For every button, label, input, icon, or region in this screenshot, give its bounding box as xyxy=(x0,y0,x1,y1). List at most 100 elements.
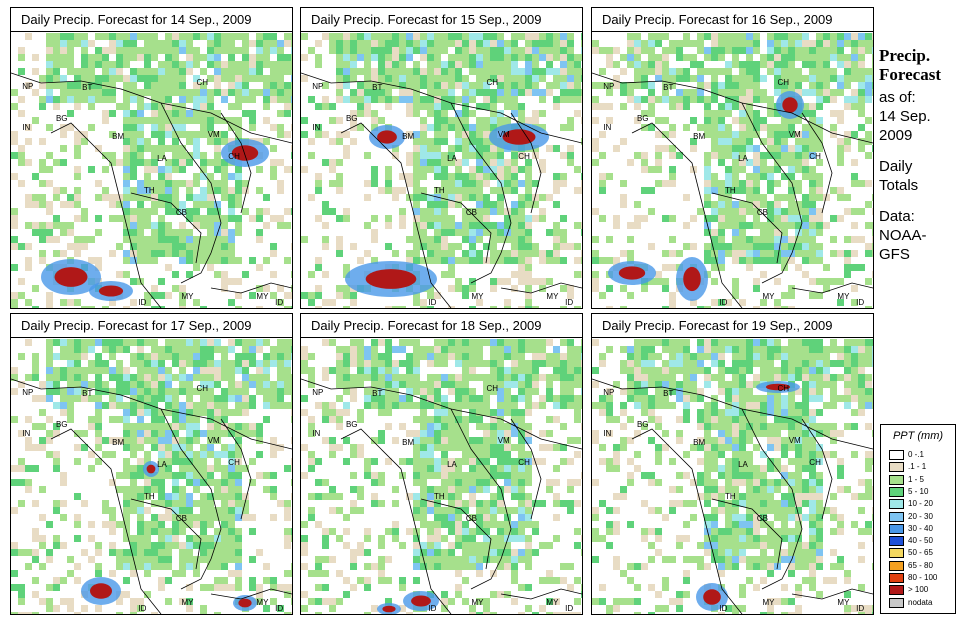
legend-swatch xyxy=(889,548,904,559)
country-label: BG xyxy=(346,114,358,123)
legend-label: 10 - 20 xyxy=(908,499,933,509)
legend-swatch xyxy=(889,597,904,608)
country-label: BT xyxy=(82,83,92,92)
country-label: MY xyxy=(762,598,775,607)
country-label: ID xyxy=(138,298,146,307)
country-label: MY xyxy=(181,292,194,301)
country-label: LA xyxy=(738,154,748,163)
country-label: BM xyxy=(693,438,705,447)
country-label: CH xyxy=(196,384,208,393)
country-label: VM xyxy=(208,130,220,139)
country-label: MY xyxy=(256,598,269,607)
legend-label: 65 - 80 xyxy=(908,560,933,570)
country-label: NP xyxy=(22,388,33,397)
forecast-panel-2: Daily Precip. Forecast for 15 Sep., 2009… xyxy=(300,7,583,309)
data-line3: GFS xyxy=(879,246,910,263)
legend-swatch xyxy=(889,511,904,522)
country-label: TH xyxy=(725,186,736,195)
country-label: BT xyxy=(663,389,673,398)
map-canvas: NP BT IN BG BM CH VM LA TH CB CH MY ID MY ID xyxy=(592,339,873,614)
precip-map: NP BT IN BG BM CH VM LA TH CB CH MY ID MY ID xyxy=(11,339,292,614)
legend-label: 5 - 10 xyxy=(908,486,929,496)
data-line1: Data: xyxy=(879,208,915,225)
country-label: MY xyxy=(837,598,850,607)
legend-swatch xyxy=(889,450,904,460)
country-label: VM xyxy=(789,130,801,139)
legend-item: > 100 xyxy=(889,584,955,596)
country-label: IN xyxy=(603,123,611,132)
country-label: BT xyxy=(372,389,382,398)
legend-item: 65 - 80 xyxy=(889,560,955,571)
country-label: BG xyxy=(637,420,649,429)
country-label: TH xyxy=(434,492,445,501)
legend-item: 50 - 65 xyxy=(889,547,955,559)
country-label: ID xyxy=(856,604,864,613)
country-label: CH xyxy=(809,152,821,161)
country-label: IN xyxy=(603,429,611,438)
country-label: VM xyxy=(789,436,801,445)
country-label: CB xyxy=(176,208,187,217)
panel-title: Daily Precip. Forecast for 18 Sep., 2009 xyxy=(301,314,582,338)
country-label: VM xyxy=(208,436,220,445)
legend-label: 30 - 40 xyxy=(908,523,933,533)
panel-title: Daily Precip. Forecast for 19 Sep., 2009 xyxy=(592,314,873,338)
country-label: CH xyxy=(809,458,821,467)
country-label: LA xyxy=(157,460,167,469)
precip-map: NP BT IN BG BM CH VM LA TH CB CH MY ID MY ID xyxy=(11,33,292,308)
country-label: BT xyxy=(82,389,92,398)
panel-title: Daily Precip. Forecast for 16 Sep., 2009 xyxy=(592,8,873,32)
country-label: BG xyxy=(346,420,358,429)
legend-swatch xyxy=(889,499,904,510)
country-label: MY xyxy=(546,292,559,301)
panel-title: Daily Precip. Forecast for 15 Sep., 2009 xyxy=(301,8,582,32)
country-label: CB xyxy=(466,208,477,217)
legend-label: > 100 xyxy=(908,585,929,595)
country-label: CB xyxy=(176,514,187,523)
legend-item: 20 - 30 xyxy=(889,511,955,522)
precip-legend: PPT (mm) 0 -.1 .1 - 1 1 - 5 5 - 10 10 - 20 20… xyxy=(880,424,956,614)
panel-title: Daily Precip. Forecast for 17 Sep., 2009 xyxy=(11,314,292,338)
country-label: TH xyxy=(144,186,155,195)
country-label: CB xyxy=(757,208,768,217)
country-label: LA xyxy=(738,460,748,469)
country-label: BG xyxy=(637,114,649,123)
side-heading-line2: Forecast xyxy=(879,65,941,84)
panel-title: Daily Precip. Forecast for 14 Sep., 2009 xyxy=(11,8,292,32)
legend-label: 80 - 100 xyxy=(908,573,938,582)
legend-item: 0 -.1 xyxy=(889,449,955,460)
asof-line3: 2009 xyxy=(879,127,913,144)
country-label: LA xyxy=(157,154,167,163)
legend-label: nodata xyxy=(908,597,933,607)
country-label: NP xyxy=(312,82,323,91)
legend-item: 40 - 50 xyxy=(889,535,955,547)
country-label: TH xyxy=(434,186,445,195)
map-canvas: NP BT IN BG BM CH VM LA TH CB CH MY ID MY ID xyxy=(11,33,292,308)
country-label: BM xyxy=(402,132,414,141)
forecast-panel-1: Daily Precip. Forecast for 14 Sep., 2009… xyxy=(10,7,293,309)
country-label: CB xyxy=(466,514,477,523)
country-label: BM xyxy=(112,438,124,447)
map-canvas: NP BT IN BG BM CH VM LA TH CB CH MY ID MY ID xyxy=(301,339,582,614)
country-label: BG xyxy=(56,114,68,123)
country-label: LA xyxy=(447,154,457,163)
precip-map: NP BT IN BG BM CH VM LA TH CB CH MY ID MY ID xyxy=(301,339,582,614)
legend-swatch xyxy=(889,486,904,497)
country-label: ID xyxy=(565,298,573,307)
country-label: CH xyxy=(486,384,498,393)
precip-map: NP BT IN BG BM CH VM LA TH CB CH MY ID MY ID xyxy=(301,33,582,308)
country-label: ID xyxy=(719,298,727,307)
country-label: MY xyxy=(471,598,484,607)
forecast-panel-3: Daily Precip. Forecast for 16 Sep., 2009… xyxy=(591,7,874,309)
totals-line2: Totals xyxy=(879,177,919,194)
legend-label: 1 - 5 xyxy=(908,474,925,484)
country-label: CH xyxy=(228,152,240,161)
country-label: IN xyxy=(312,123,320,132)
legend-swatch xyxy=(889,474,904,485)
country-label: IN xyxy=(22,123,30,132)
country-label: MY xyxy=(546,598,559,607)
country-label: CH xyxy=(228,458,240,467)
country-label: ID xyxy=(275,298,283,307)
forecast-panel-4: Daily Precip. Forecast for 17 Sep., 2009… xyxy=(10,313,293,615)
country-label: BM xyxy=(402,438,414,447)
country-label: MY xyxy=(837,292,850,301)
